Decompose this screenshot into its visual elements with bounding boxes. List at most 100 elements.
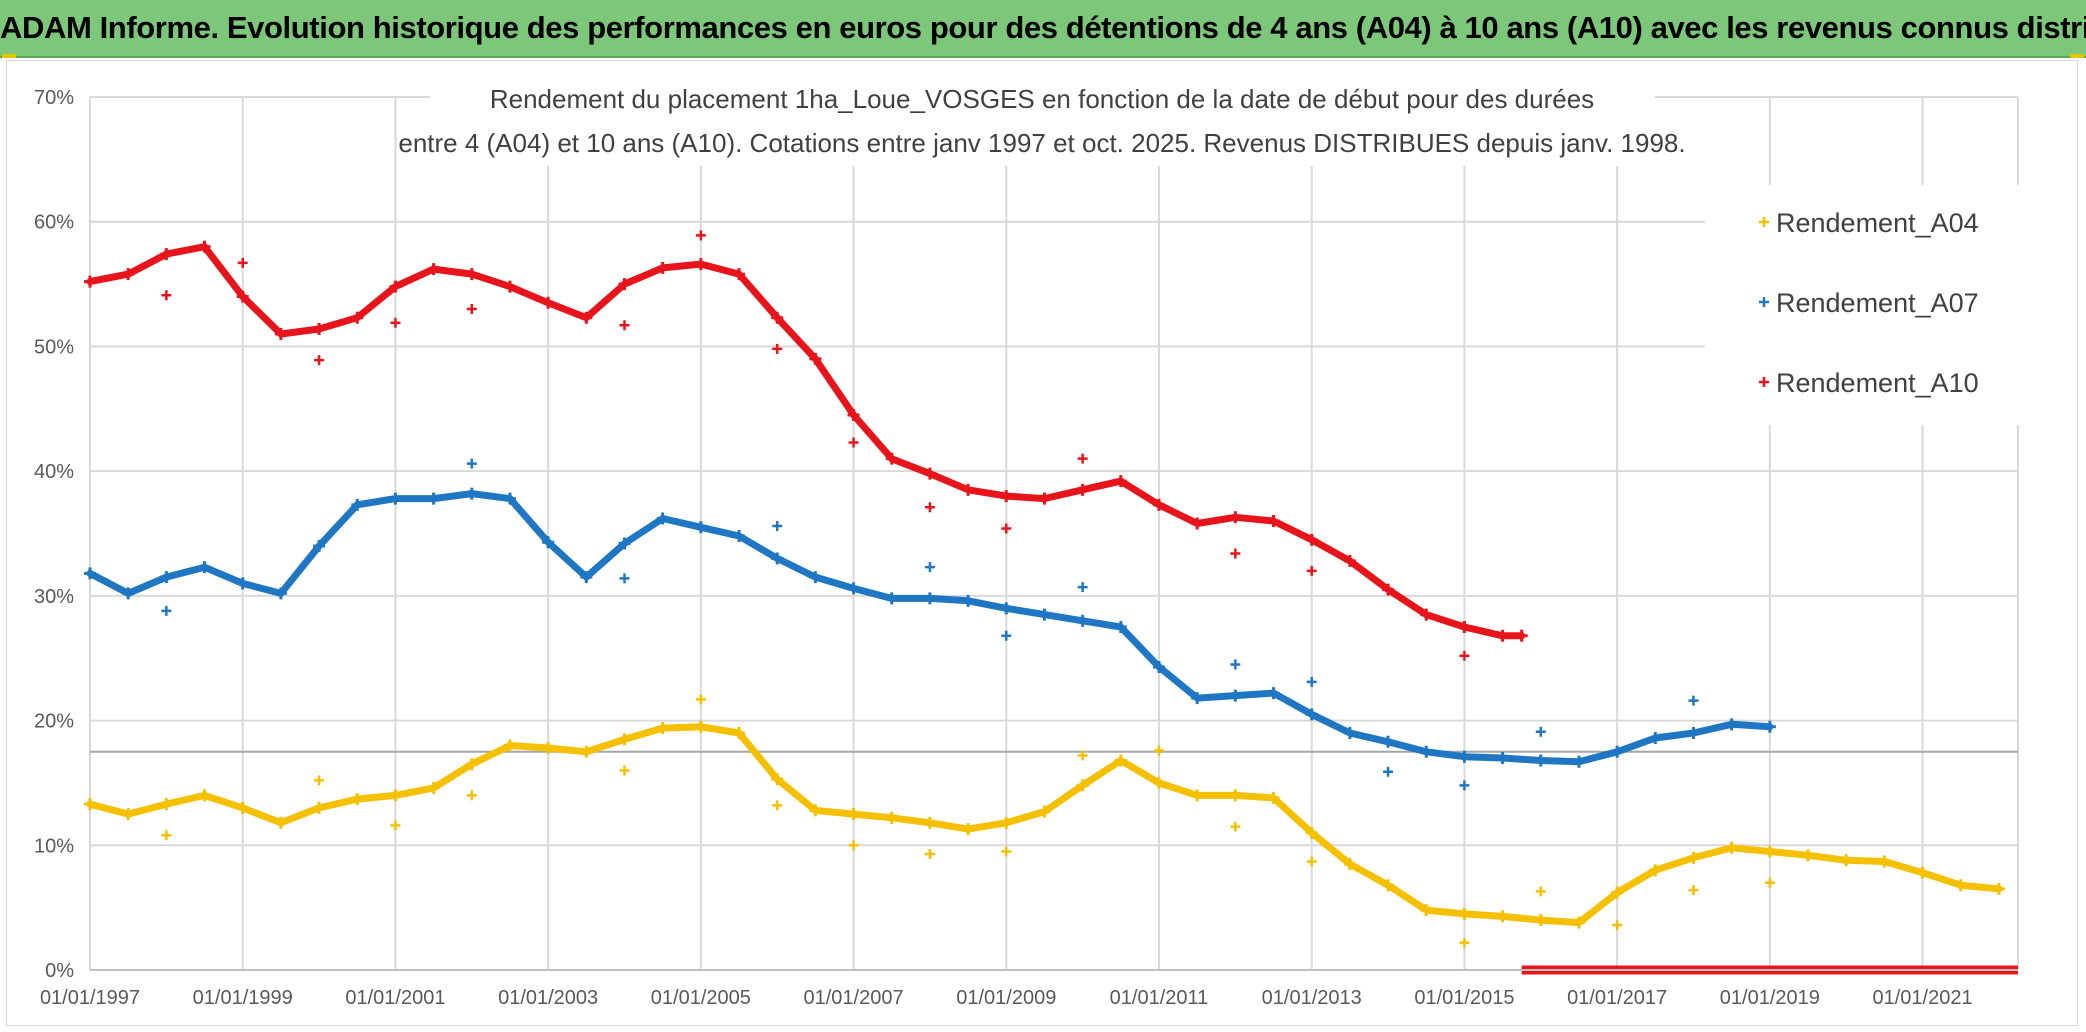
data-point	[1992, 882, 2005, 895]
data-point	[1572, 916, 1585, 929]
chart-title: Rendement du placement 1ha_Loue_VOSGES e…	[398, 78, 1686, 166]
outlier-point	[924, 502, 935, 513]
y-tick-label: 70%	[34, 87, 74, 109]
data-point	[694, 258, 707, 271]
axes: 0% 10% 20% 30% 40% 50% 60% 70% 01/01/1997 01/01/1…	[34, 87, 2018, 1009]
data-point	[274, 327, 287, 340]
data-point	[503, 492, 516, 505]
data-point	[771, 552, 784, 565]
y-tick-label: 50%	[34, 336, 74, 358]
outlier-point	[1688, 885, 1699, 896]
data-point	[1267, 515, 1280, 528]
data-point	[1076, 614, 1089, 627]
outlier-point	[848, 437, 859, 448]
data-point	[1611, 886, 1624, 899]
data-point	[1840, 854, 1853, 867]
data-point	[313, 801, 326, 814]
data-point	[847, 808, 860, 821]
outlier-point	[1077, 750, 1088, 761]
outlier-point	[1306, 856, 1317, 867]
outlier-point	[1230, 821, 1241, 832]
x-tick-label: 01/01/1999	[193, 987, 293, 1009]
data-point	[1534, 914, 1547, 927]
outlier-point	[619, 320, 630, 331]
data-point	[84, 798, 96, 811]
data-point	[847, 582, 860, 595]
y-tick-label: 20%	[34, 711, 74, 733]
data-point	[1114, 754, 1127, 767]
data-point	[1420, 608, 1433, 621]
data-point	[274, 816, 287, 829]
data-point	[962, 823, 975, 836]
data-point	[198, 789, 211, 802]
data-point	[503, 739, 516, 752]
x-tick-label: 01/01/2007	[804, 987, 904, 1009]
data-point	[1229, 511, 1242, 524]
data-point	[1420, 904, 1433, 917]
data-point	[1687, 851, 1700, 864]
outlier-point	[695, 230, 706, 241]
data-point	[1114, 621, 1127, 634]
data-point	[618, 278, 631, 291]
chart-title-line1: Rendement du placement 1ha_Loue_VOSGES e…	[490, 84, 1594, 114]
data-point	[847, 409, 860, 422]
legend-marker	[1759, 377, 1769, 387]
outlier-point	[1077, 453, 1088, 464]
data-point	[1649, 864, 1662, 877]
y-tick-label: 40%	[34, 461, 74, 483]
data-point	[198, 240, 211, 253]
data-point	[1152, 660, 1165, 673]
outlier-point	[390, 317, 401, 328]
data-point	[656, 261, 669, 274]
legend: Rendement_A04 Rendement_A07 Rendement_A10	[1705, 185, 2025, 425]
data-point	[427, 492, 440, 505]
data-point	[771, 311, 784, 324]
data-point	[809, 352, 822, 365]
outlier-point	[390, 820, 401, 831]
outlier-point	[619, 765, 630, 776]
series-layer	[84, 230, 2018, 975]
legend-label: Rendement_A04	[1776, 208, 1979, 238]
data-point	[1515, 629, 1528, 642]
outlier-point	[1001, 630, 1012, 641]
series-line	[86, 723, 2003, 927]
data-point	[389, 492, 402, 505]
data-point	[1458, 621, 1471, 634]
outlier-point	[772, 800, 783, 811]
data-point	[1343, 727, 1356, 740]
data-point	[236, 577, 249, 590]
data-point	[160, 798, 173, 811]
legend-label: Rendement_A07	[1776, 288, 1979, 318]
data-point	[1000, 602, 1013, 615]
outlier-point	[314, 775, 325, 786]
outlier-point	[1535, 886, 1546, 897]
data-point	[1076, 779, 1089, 792]
data-point	[809, 571, 822, 584]
data-point	[1496, 910, 1509, 923]
data-point	[1458, 907, 1471, 920]
data-point	[427, 263, 440, 276]
data-point	[160, 571, 173, 584]
data-point	[1878, 855, 1891, 868]
legend-marker	[1759, 297, 1769, 307]
data-point	[160, 248, 173, 261]
data-point	[1725, 718, 1738, 731]
outlier-point	[1764, 877, 1775, 888]
corner-accent-right	[2070, 54, 2084, 58]
data-point	[351, 793, 364, 806]
y-tick-label: 0%	[45, 960, 74, 982]
data-point	[1305, 708, 1318, 721]
x-tick-label: 01/01/2001	[345, 987, 445, 1009]
data-point	[923, 816, 936, 829]
data-point	[1191, 692, 1204, 705]
data-point	[1038, 805, 1051, 818]
data-point	[1000, 816, 1013, 829]
data-point	[771, 773, 784, 786]
data-point	[1496, 751, 1509, 764]
data-point	[885, 811, 898, 824]
data-point	[84, 275, 96, 288]
outlier-point	[1001, 846, 1012, 857]
chart-frame	[6, 60, 2078, 1026]
chart-title-line2: entre 4 (A04) et 10 ans (A10). Cotations…	[398, 128, 1685, 158]
data-point	[656, 512, 669, 525]
